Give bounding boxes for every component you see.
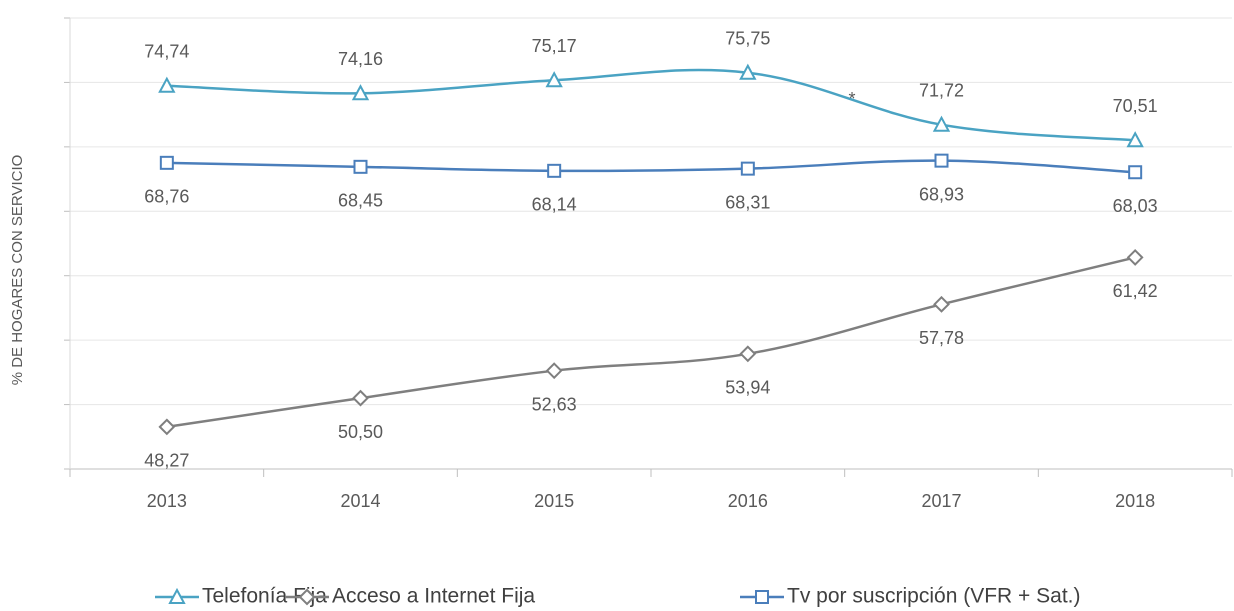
x-tick-label: 2014 — [340, 491, 380, 511]
marker — [298, 588, 316, 606]
marker — [739, 63, 757, 80]
marker — [1128, 165, 1143, 180]
x-tick-label: 2018 — [1115, 491, 1155, 511]
data-label: 68,76 — [144, 187, 189, 207]
marker — [934, 153, 949, 168]
marker — [351, 84, 370, 101]
data-label: 50,50 — [338, 422, 383, 442]
marker — [1126, 249, 1144, 266]
x-tick-label: 2013 — [147, 491, 187, 511]
data-label: 57,78 — [919, 328, 964, 348]
marker — [755, 590, 769, 604]
legend-label: Telefonía Fija — [202, 585, 327, 608]
data-label: 74,16 — [338, 49, 383, 69]
marker — [545, 71, 563, 88]
legend: Telefonía Fija Acceso a Internet Fija Tv p… — [155, 585, 1081, 608]
x-tick-label: 2015 — [534, 491, 574, 511]
marker — [168, 587, 186, 604]
data-label: 68,03 — [1113, 196, 1158, 216]
marker — [739, 345, 757, 363]
data-label: 68,45 — [338, 191, 383, 211]
data-label: 68,31 — [725, 192, 770, 212]
series-line — [166, 256, 1136, 429]
data-label: 71,72 — [919, 80, 964, 100]
marker — [547, 163, 562, 178]
data-label: 61,42 — [1113, 281, 1158, 301]
x-tick-label: 2017 — [921, 491, 961, 511]
marker — [740, 161, 755, 176]
data-label: 53,94 — [725, 378, 770, 398]
marker — [352, 389, 369, 407]
data-label: 74,74 — [144, 42, 189, 62]
data-label: 70,51 — [1113, 96, 1158, 116]
legend-label: Acceso a Internet Fija — [332, 585, 535, 608]
data-label: 48,27 — [144, 451, 189, 471]
series-line — [166, 159, 1136, 174]
x-tick-label: 2016 — [728, 491, 768, 511]
series-line — [166, 68, 1136, 142]
data-label: 68,14 — [532, 195, 577, 215]
y-axis-label: % DE HOGARES CON SERVICIO — [9, 155, 26, 386]
marker — [545, 362, 563, 380]
data-label: 75,17 — [532, 36, 577, 56]
legend-label: Tv por suscripción (VFR + Sat.) — [787, 585, 1081, 608]
marker — [932, 115, 951, 132]
marker — [933, 295, 950, 313]
data-label: 75,75 — [725, 29, 770, 49]
marker — [353, 159, 368, 174]
marker — [158, 76, 176, 93]
marker — [1126, 131, 1144, 148]
marker — [159, 155, 174, 170]
data-label: 52,63 — [532, 394, 577, 414]
marker — [158, 418, 176, 436]
data-label: 68,93 — [919, 184, 964, 204]
